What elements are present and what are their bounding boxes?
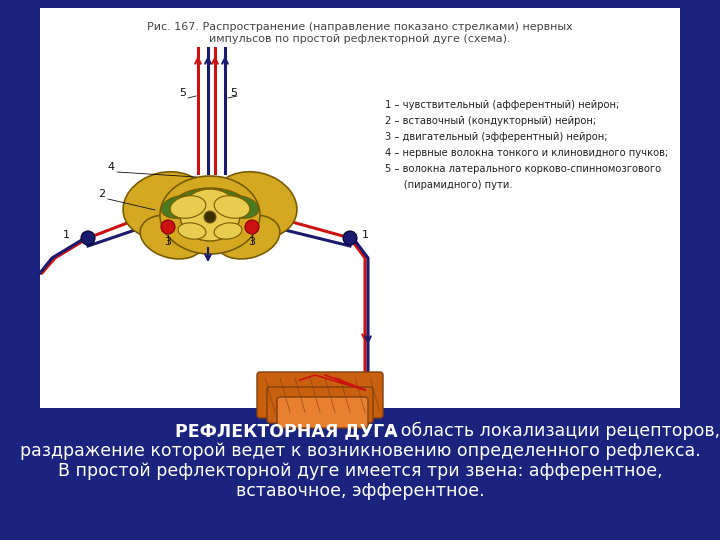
FancyBboxPatch shape [277,397,368,428]
Ellipse shape [213,172,297,238]
Text: 3: 3 [164,237,171,247]
Text: 2: 2 [98,189,105,199]
Ellipse shape [216,215,280,259]
Ellipse shape [221,195,258,218]
Text: Рис. 167. Распространение (направление показано стрелками) нервных: Рис. 167. Распространение (направление п… [147,22,573,32]
Ellipse shape [170,195,206,218]
Text: 5: 5 [179,88,186,98]
Circle shape [343,231,357,245]
Text: вставочное, эфферентное.: вставочное, эфферентное. [235,482,485,500]
Ellipse shape [161,195,199,218]
FancyBboxPatch shape [257,372,383,418]
Bar [40,8,680,408]
Text: импульсов по простой рефлекторной дуге (схема).: импульсов по простой рефлекторной дуге (… [210,34,510,44]
Text: 5 – волокна латерального корково-спинномозгового: 5 – волокна латерального корково-спинном… [385,164,661,174]
Text: 1 – чувствительный (афферентный) нейрон;: 1 – чувствительный (афферентный) нейрон; [385,100,619,110]
Text: – область локализации рецепторов,: – область локализации рецепторов, [381,422,720,440]
Text: 2 – вставочный (кондукторный) нейрон;: 2 – вставочный (кондукторный) нейрон; [385,116,596,126]
Ellipse shape [214,223,242,239]
Ellipse shape [178,223,206,239]
Text: 5: 5 [230,88,237,98]
Ellipse shape [140,215,204,259]
Text: В простой рефлекторной дуге имеется три звена: афферентное,: В простой рефлекторной дуге имеется три … [58,462,662,480]
Circle shape [161,220,175,234]
Text: 1: 1 [362,230,369,240]
Circle shape [204,211,216,223]
Text: 1: 1 [63,230,70,240]
Text: (пирамидного) пути.: (пирамидного) пути. [385,180,513,190]
Circle shape [245,220,259,234]
Text: РЕФЛЕКТОРНАЯ ДУГА: РЕФЛЕКТОРНАЯ ДУГА [175,422,397,440]
Ellipse shape [173,188,248,226]
Ellipse shape [180,189,240,241]
Ellipse shape [214,195,250,218]
Text: 3: 3 [248,237,256,247]
Text: 3 – двигательный (эфферентный) нейрон;: 3 – двигательный (эфферентный) нейрон; [385,132,608,142]
FancyBboxPatch shape [267,387,373,423]
Text: 4: 4 [108,162,115,172]
Text: раздражение которой ведет к возникновению определенного рефлекса.: раздражение которой ведет к возникновени… [19,442,701,460]
Circle shape [81,231,95,245]
Text: 4 – нервные волокна тонкого и клиновидного пучков;: 4 – нервные волокна тонкого и клиновидно… [385,148,668,158]
Ellipse shape [123,172,207,238]
Ellipse shape [160,176,260,254]
